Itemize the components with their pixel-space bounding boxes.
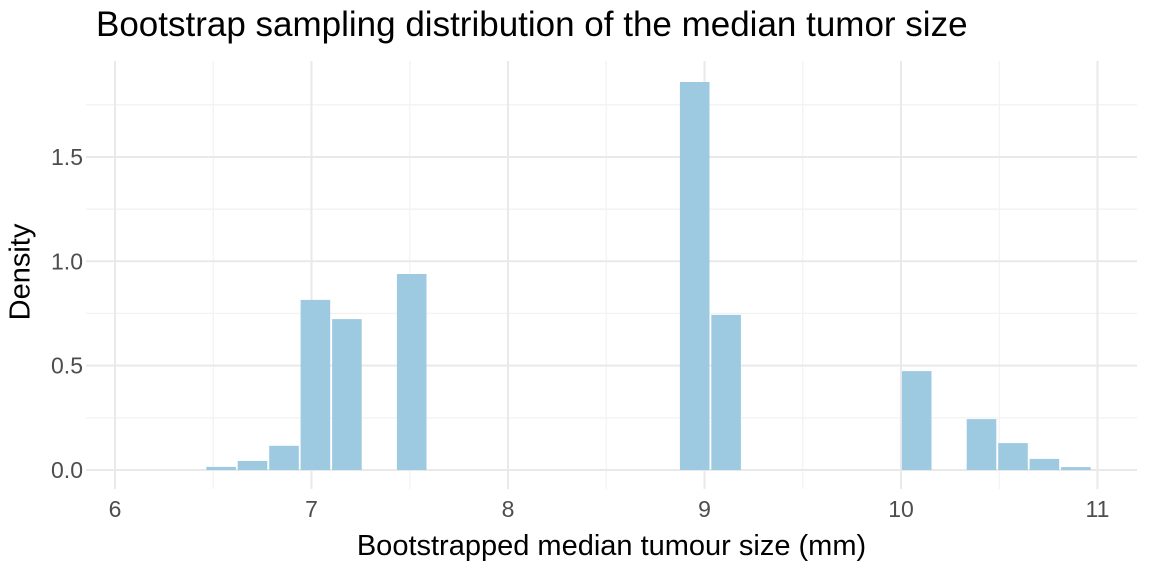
histogram-bar (396, 274, 427, 470)
y-tick-label: 1.5 (51, 144, 83, 170)
x-tick-label: 10 (888, 496, 914, 522)
histogram-bar (1061, 467, 1091, 470)
y-axis-title: Density (4, 223, 37, 321)
y-tick-label: 0.5 (51, 353, 83, 379)
histogram-bar (206, 466, 236, 470)
y-tick-label: 0.0 (51, 457, 83, 483)
histogram-bar (300, 299, 331, 470)
x-tick-label: 11 (1086, 496, 1110, 522)
histogram-bar (679, 82, 710, 470)
histogram-bar (237, 461, 268, 470)
histogram-bar (966, 419, 997, 470)
x-tick-label: 8 (502, 496, 515, 522)
histogram-bar (332, 319, 362, 470)
x-axis-title: Bootstrapped median tumour size (mm) (356, 530, 867, 562)
histogram-bar (711, 314, 741, 470)
histogram-bar (901, 371, 932, 470)
chart-title: Bootstrap sampling distribution of the m… (96, 5, 968, 44)
histogram-bar (1029, 458, 1060, 470)
x-tick-label: 7 (305, 496, 318, 522)
x-tick-label: 9 (698, 496, 711, 522)
histogram-bar (998, 443, 1028, 470)
y-tick-label: 1.0 (51, 248, 83, 274)
x-tick-label: 6 (109, 496, 122, 522)
histogram-bar (269, 445, 299, 470)
